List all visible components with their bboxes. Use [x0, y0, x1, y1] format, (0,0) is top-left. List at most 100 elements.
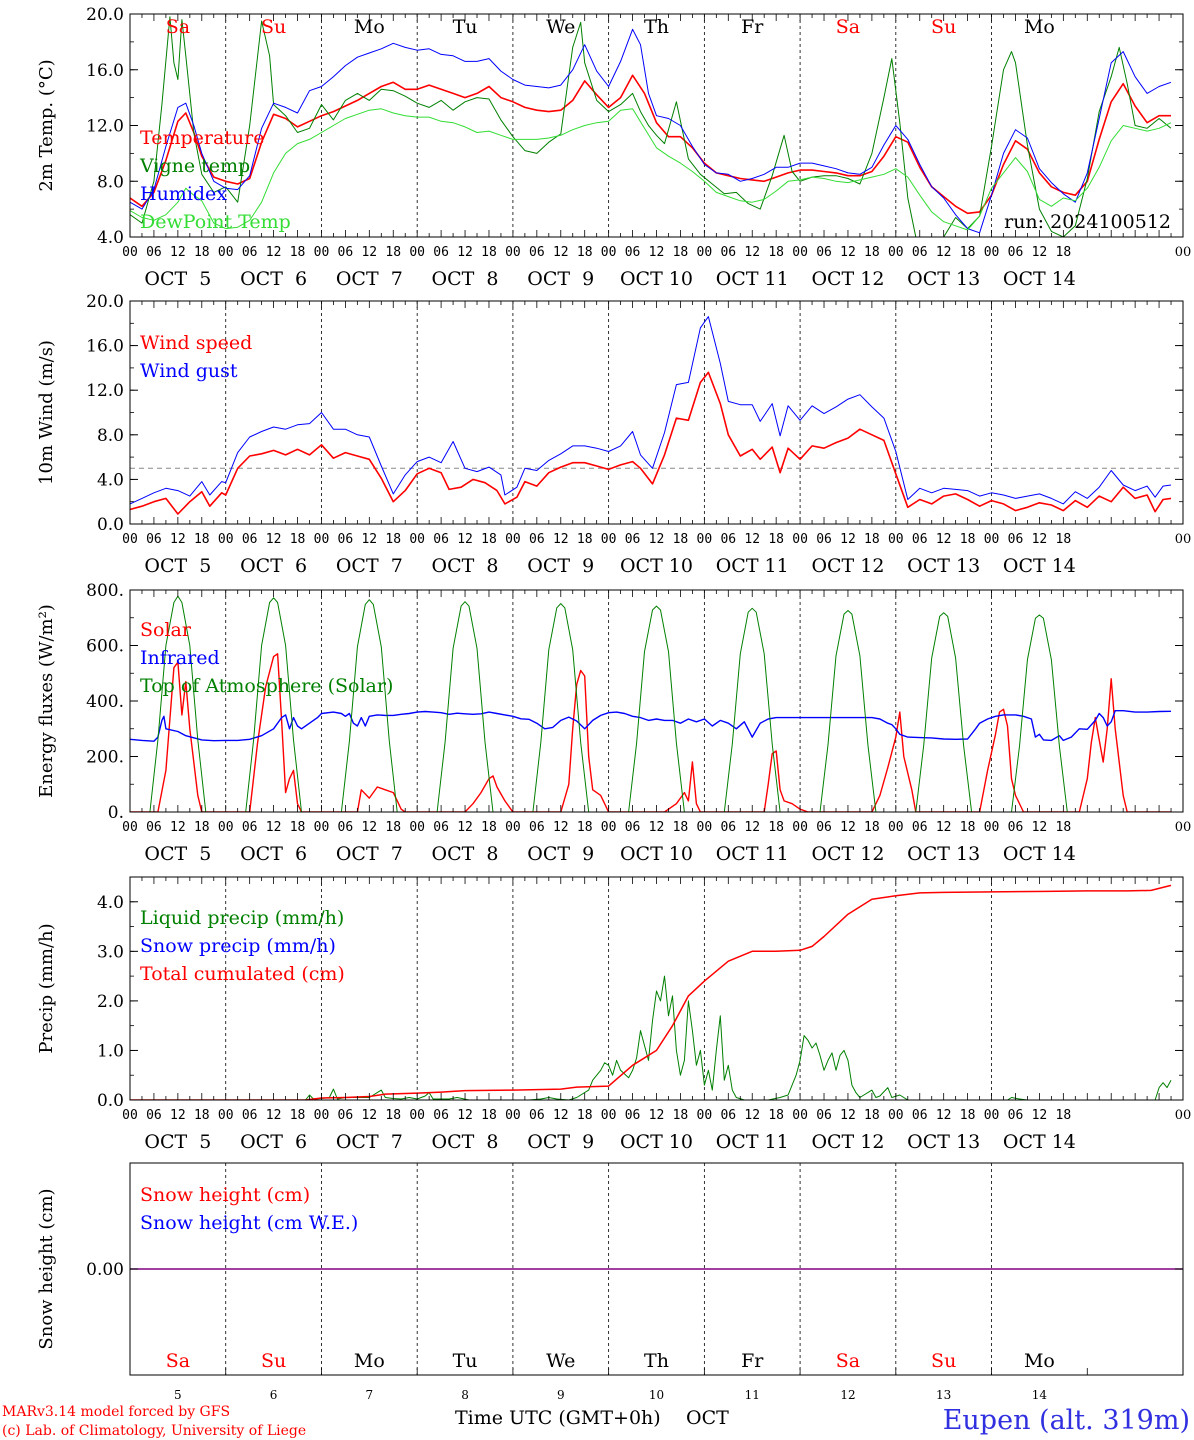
hour-label: 00 — [409, 1108, 425, 1123]
hour-label: 18 — [385, 820, 401, 835]
hour-label: 12 — [649, 1108, 665, 1123]
hour-label: 06 — [338, 532, 354, 547]
y-tick-label: 4.0 — [97, 470, 124, 490]
hour-label: 06 — [816, 1108, 832, 1123]
date-label: OCT 14 — [1003, 555, 1076, 577]
date-label: OCT 9 — [527, 268, 594, 290]
hour-label: 06 — [529, 1108, 545, 1123]
hour-label: 06 — [146, 532, 162, 547]
hour-label: 18 — [577, 1108, 593, 1123]
y-tick-label: 8.0 — [97, 426, 124, 446]
legend-entry: Humidex — [140, 183, 227, 205]
hour-label: 18 — [864, 245, 880, 260]
weekday-label: Mo — [1024, 16, 1055, 38]
day-number-label: 5 — [174, 1388, 182, 1402]
series-line-solar — [130, 653, 1171, 812]
hour-label: 00 — [601, 1108, 617, 1123]
date-label: OCT 14 — [1003, 1131, 1076, 1153]
station-title: Eupen (alt. 319m) — [943, 1405, 1190, 1436]
hour-label: 00 — [122, 532, 138, 547]
date-label: OCT 12 — [811, 268, 884, 290]
hour-label: 06 — [1008, 820, 1024, 835]
date-label: OCT 7 — [336, 1131, 403, 1153]
weekday-label: Su — [261, 1350, 286, 1372]
hour-label: 00 — [697, 1108, 713, 1123]
hour-label: 18 — [864, 820, 880, 835]
date-label: OCT 11 — [716, 1131, 789, 1153]
hour-label: 18 — [577, 820, 593, 835]
day-number-label: 11 — [745, 1388, 760, 1402]
hour-label: 00 — [218, 532, 234, 547]
x-axis-label: Time UTC (GMT+0h) — [455, 1407, 661, 1429]
date-label: OCT 12 — [811, 843, 884, 865]
date-label: OCT 10 — [620, 268, 693, 290]
date-label: OCT 14 — [1003, 268, 1076, 290]
day-number-label: 14 — [1032, 1388, 1048, 1402]
day-number-label: 9 — [557, 1388, 565, 1402]
weekday-label: Su — [931, 16, 956, 38]
weekday-label: Tu — [453, 1350, 478, 1372]
legend-entry: Total cumulated (cm) — [140, 963, 345, 985]
hour-label: 06 — [912, 820, 928, 835]
y-tick-label: 1.0 — [97, 1041, 124, 1061]
hour-label: 18 — [864, 532, 880, 547]
hour-label: 12 — [457, 1108, 473, 1123]
series-line-wind-gust — [130, 316, 1172, 505]
hour-label: 18 — [290, 820, 306, 835]
hour-label: 18 — [194, 245, 210, 260]
hour-label: 12 — [744, 1108, 760, 1123]
panel-precip: 0.0 1.0 2.0 3.0 4.0 Precip (mm/h) 00 06 12 18 OCT … — [36, 876, 1191, 1153]
date-label: OCT 8 — [432, 555, 499, 577]
hour-label: 12 — [649, 532, 665, 547]
date-label: OCT 10 — [620, 1131, 693, 1153]
hour-label: 18 — [768, 820, 784, 835]
y-tick-label: 200. — [86, 748, 124, 768]
hour-label: 00 — [601, 245, 617, 260]
date-label: OCT 10 — [620, 843, 693, 865]
hour-label: 06 — [720, 245, 736, 260]
y-axis-label: 2m Temp. (°C) — [36, 59, 57, 191]
hour-label: 06 — [338, 820, 354, 835]
hour-label: 12 — [744, 532, 760, 547]
hour-label: 00 — [505, 820, 521, 835]
date-label: OCT 11 — [716, 843, 789, 865]
hour-label: 00 — [984, 1108, 1000, 1123]
hour-label: 00 — [409, 820, 425, 835]
hour-label: 06 — [1008, 1108, 1024, 1123]
hour-label: 06 — [529, 245, 545, 260]
hour-label: 12 — [266, 245, 282, 260]
hour-label: 12 — [840, 245, 856, 260]
series-line-vigne-temp — [130, 16, 1172, 237]
hour-label: 18 — [768, 245, 784, 260]
y-tick-label: 0.0 — [97, 1091, 124, 1111]
legend-entry: Vigne temp — [139, 155, 250, 177]
weekday-label: Th — [644, 1350, 669, 1372]
hour-label: 18 — [1056, 245, 1072, 260]
hour-label: 06 — [242, 532, 258, 547]
date-label: OCT 12 — [811, 555, 884, 577]
legend-entry: Liquid precip (mm/h) — [140, 907, 344, 929]
hour-label: 00 — [888, 1108, 904, 1123]
y-tick-label: 4.0 — [97, 228, 124, 248]
hour-label: 18 — [194, 532, 210, 547]
day-number-label: 10 — [649, 1388, 664, 1402]
hour-label: 06 — [1008, 532, 1024, 547]
hour-label: 06 — [912, 1108, 928, 1123]
hour-label: 12 — [840, 532, 856, 547]
legend-entry: Infrared — [140, 647, 220, 669]
hour-label: 00 — [122, 245, 138, 260]
hour-label: 06 — [433, 532, 449, 547]
hour-label: 00 — [505, 532, 521, 547]
weekday-label: We — [546, 1350, 575, 1372]
hour-label: 12 — [840, 1108, 856, 1123]
hour-label: 06 — [146, 1108, 162, 1123]
date-label: OCT 12 — [811, 1131, 884, 1153]
hour-label: 18 — [481, 1108, 497, 1123]
hour-label: 06 — [625, 245, 641, 260]
hour-label: 12 — [936, 820, 952, 835]
hour-label: 06 — [433, 245, 449, 260]
hour-label: 00 — [314, 1108, 330, 1123]
hour-label: 18 — [290, 245, 306, 260]
hour-label: 06 — [338, 245, 354, 260]
date-label: OCT 6 — [240, 843, 307, 865]
